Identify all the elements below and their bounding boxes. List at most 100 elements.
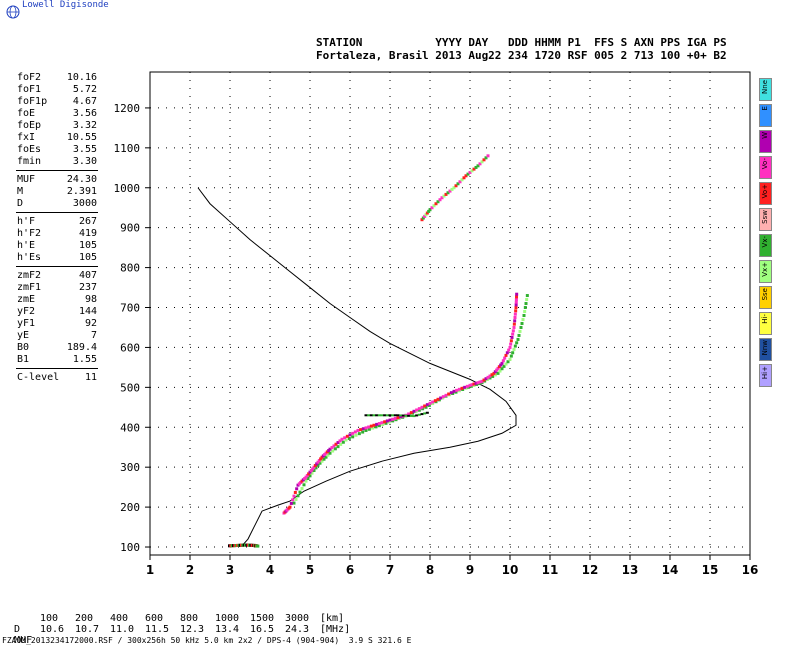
- o-mode-echo: [497, 365, 501, 369]
- y-tick-label: 100: [120, 541, 140, 554]
- o-mode-echo: [391, 417, 395, 421]
- distance-label: D: [14, 624, 21, 635]
- o-mode-echo: [460, 386, 464, 390]
- o-mode-echo: [343, 436, 347, 440]
- x-mode-echo: [328, 451, 332, 455]
- legend-item-w: W: [759, 130, 772, 153]
- o-mode-echo: [511, 329, 515, 333]
- o-mode-echo: [484, 377, 488, 381]
- o-mode-echo: [514, 309, 518, 313]
- o-mode-echo: [495, 368, 499, 372]
- x-tick-label: 13: [622, 563, 639, 577]
- multihop-echo: [474, 165, 478, 169]
- o-mode-echo: [356, 428, 360, 432]
- param-value: 11: [84, 372, 97, 383]
- o-mode-echo: [515, 295, 519, 299]
- legend-label: Nne: [761, 80, 769, 94]
- x-mode-echo: [336, 445, 340, 449]
- header-labels: STATION YYYY DAY DDD HHMM P1 FFS S AXN P…: [316, 36, 727, 49]
- param-value: 3000: [72, 198, 97, 209]
- multihop-echo: [442, 194, 446, 198]
- param-value: 105: [78, 240, 97, 251]
- legend-item-e: E: [759, 104, 772, 127]
- legend-label: Nnw: [761, 340, 769, 356]
- muf-label: MUF: [14, 635, 33, 646]
- x-mode-echo: [361, 430, 365, 434]
- param-value: 4.67: [72, 96, 97, 107]
- o-mode-echo: [492, 371, 496, 375]
- o-mode-echo: [375, 422, 379, 426]
- param-name: yF1: [17, 318, 36, 329]
- o-mode-echo: [470, 383, 474, 387]
- o-mode-echo: [463, 385, 467, 389]
- param-value: 189.4: [66, 342, 97, 353]
- o-mode-echo: [388, 418, 392, 422]
- multihop-echo: [444, 192, 448, 196]
- o-mode-echo: [514, 298, 518, 302]
- param-name: yF2: [17, 306, 36, 317]
- x-tick-label: 10: [502, 563, 519, 577]
- distance-unit: [km]: [320, 613, 345, 624]
- o-mode-echo: [309, 469, 313, 473]
- o-mode-echo: [393, 416, 397, 420]
- o-mode-echo: [409, 411, 413, 415]
- x-mode-echo: [312, 469, 316, 473]
- oblique-echo: [425, 411, 429, 414]
- o-mode-echo: [501, 359, 505, 363]
- o-mode-echo: [486, 375, 490, 379]
- multihop-echo: [446, 191, 450, 195]
- muf-value: 10.6: [40, 624, 65, 635]
- o-mode-echo: [482, 378, 486, 382]
- x-mode-echo: [294, 497, 298, 501]
- x-mode-echo: [318, 461, 322, 465]
- param-row-hes: h'Es 105: [17, 252, 97, 264]
- x-mode-echo: [354, 433, 358, 437]
- y-tick-label: 300: [120, 461, 140, 474]
- param-row-fmin: fmin 3.30: [17, 156, 97, 168]
- x-tick-label: 6: [346, 563, 354, 577]
- oblique-echo: [364, 414, 368, 417]
- o-mode-echo: [336, 441, 340, 445]
- x-mode-echo: [326, 453, 330, 457]
- o-mode-echo: [507, 348, 511, 352]
- legend-label: Hi-: [761, 314, 769, 324]
- o-mode-echo: [369, 424, 373, 428]
- x-mode-echo: [511, 351, 515, 355]
- o-mode-echo: [423, 404, 427, 408]
- o-mode-echo: [509, 342, 513, 346]
- distance-value: 100: [40, 613, 59, 624]
- distance-value: 1500: [250, 613, 275, 624]
- param-name: h'E: [17, 240, 36, 251]
- o-mode-echo: [348, 433, 352, 437]
- x-mode-echo: [333, 447, 337, 451]
- x-mode-echo: [513, 344, 517, 348]
- oblique-echo: [367, 414, 371, 417]
- legend-label: Vo+: [761, 184, 769, 199]
- param-name: MUF: [17, 174, 36, 185]
- o-mode-echo: [480, 379, 484, 383]
- x-mode-echo: [493, 373, 497, 377]
- param-row-fof1: foF1 5.72: [17, 84, 97, 96]
- param-row-zmf1: zmF1 237: [17, 282, 97, 294]
- o-mode-echo: [465, 384, 469, 388]
- x-mode-echo: [298, 490, 302, 494]
- legend-item-himinus: Hi-: [759, 312, 772, 335]
- o-mode-echo: [431, 400, 435, 404]
- x-mode-echo: [500, 367, 504, 371]
- o-mode-echo: [476, 381, 480, 385]
- param-name: foEs: [17, 144, 42, 155]
- muf-value: 24.3: [285, 624, 310, 635]
- o-mode-echo: [291, 498, 295, 502]
- legend-label: W: [761, 132, 769, 139]
- multihop-echo: [452, 186, 456, 190]
- o-mode-echo: [288, 505, 292, 509]
- o-mode-echo: [338, 439, 342, 443]
- param-name: C-level: [17, 372, 60, 383]
- x-mode-echo: [515, 341, 519, 345]
- muf-value: 10.7: [75, 624, 100, 635]
- o-mode-echo: [367, 425, 371, 429]
- x-mode-echo: [525, 298, 529, 302]
- x-mode-echo: [506, 360, 510, 364]
- legend-label: Vx-: [761, 236, 769, 248]
- y-tick-label: 700: [120, 302, 140, 315]
